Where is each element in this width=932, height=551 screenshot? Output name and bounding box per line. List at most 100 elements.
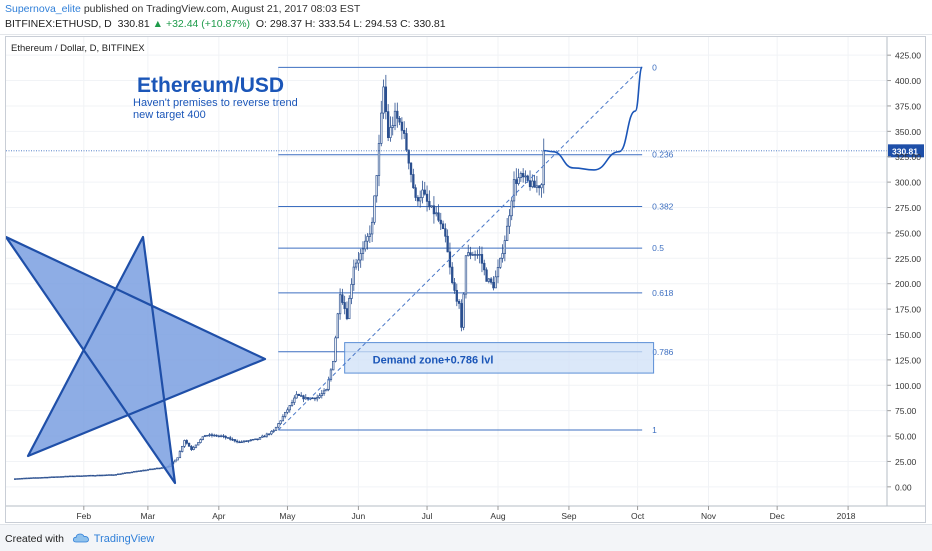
candle-body bbox=[160, 467, 163, 469]
price-chart[interactable]: 0 0.236 0.382 0.5 0.618 0.786 1 Demand zone+0.… bbox=[4, 37, 925, 522]
y-tick-label: 375.00 bbox=[895, 101, 921, 111]
candle-body bbox=[183, 440, 186, 447]
candle-body bbox=[476, 254, 479, 256]
candle-body bbox=[71, 475, 74, 478]
candle-body bbox=[30, 477, 33, 479]
candle-body bbox=[485, 269, 488, 282]
candle-body bbox=[57, 476, 60, 478]
candle-body bbox=[494, 276, 497, 289]
candle-body bbox=[229, 437, 232, 440]
candle-body bbox=[251, 438, 255, 441]
candle-body bbox=[144, 469, 147, 472]
y-tick-label: 425.00 bbox=[895, 51, 921, 61]
candle-body bbox=[318, 395, 321, 398]
candle-body bbox=[153, 468, 156, 470]
symbol-label: BITFINEX:ETHUSD, D bbox=[5, 18, 112, 30]
candle-body bbox=[540, 184, 543, 189]
symbol-line: BITFINEX:ETHUSD, D 330.81 ▲ +32.44 (+10.… bbox=[5, 18, 446, 30]
candle-body bbox=[50, 476, 53, 478]
candle-body bbox=[421, 189, 424, 198]
candle-body bbox=[535, 185, 539, 188]
demand-zone-label: Demand zone+0.786 lvl bbox=[373, 355, 494, 367]
candle-body bbox=[20, 477, 24, 480]
candle-body bbox=[68, 475, 72, 478]
demand-zone[interactable]: Demand zone+0.786 lvl bbox=[344, 342, 655, 374]
candle-body bbox=[137, 470, 140, 472]
candle-body bbox=[489, 278, 493, 283]
y-tick-label: 250.00 bbox=[895, 228, 921, 238]
candle-body bbox=[132, 471, 136, 473]
candle-body bbox=[89, 474, 92, 477]
candle-body bbox=[119, 473, 122, 475]
candle-body bbox=[457, 300, 461, 304]
candle-body bbox=[293, 397, 296, 403]
candle-body bbox=[416, 197, 420, 202]
candle-body bbox=[512, 179, 516, 202]
candle-body bbox=[270, 431, 273, 435]
candle-body bbox=[84, 475, 88, 477]
drawings[interactable]: 330.81 bbox=[6, 66, 924, 431]
fib-level-label: 0.786 bbox=[652, 347, 674, 357]
candle-body bbox=[364, 240, 367, 250]
y-tick-label: 50.00 bbox=[895, 432, 917, 442]
candle-body bbox=[277, 423, 280, 428]
tradingview-brand[interactable]: TradingView bbox=[93, 532, 155, 545]
candle-body bbox=[194, 444, 198, 448]
tradingview-cloud-icon bbox=[72, 532, 89, 546]
candle-body bbox=[55, 476, 58, 478]
candle-body bbox=[316, 397, 319, 400]
candle-body bbox=[361, 248, 365, 254]
x-tick-label: Aug bbox=[490, 511, 505, 521]
candle-body bbox=[325, 389, 328, 392]
candle-body bbox=[483, 262, 486, 271]
candle-body bbox=[322, 390, 326, 394]
candle-body bbox=[203, 434, 207, 438]
candle-body bbox=[366, 236, 369, 242]
candle-body bbox=[18, 478, 21, 480]
demand-zone-box bbox=[344, 342, 655, 374]
candle-body bbox=[94, 475, 97, 477]
candle-body bbox=[87, 475, 90, 477]
candle-body bbox=[73, 475, 76, 478]
candle-body bbox=[155, 467, 159, 470]
candle-body bbox=[114, 474, 117, 476]
candle-body bbox=[320, 393, 323, 397]
candle-body bbox=[302, 395, 305, 400]
candle-body bbox=[391, 125, 394, 128]
candle-body bbox=[80, 475, 83, 478]
fib-level-label: 0.5 bbox=[652, 243, 664, 253]
candle-body bbox=[135, 470, 138, 473]
candle-body bbox=[538, 185, 541, 189]
created-with: Created with TradingView bbox=[5, 532, 154, 546]
candle-body bbox=[281, 416, 285, 422]
candle-body bbox=[105, 474, 108, 476]
candle-body bbox=[192, 446, 195, 450]
candle-body bbox=[286, 409, 289, 413]
candle-body bbox=[206, 434, 209, 437]
candle-body bbox=[382, 86, 385, 114]
candle-body bbox=[268, 433, 271, 436]
candle-body bbox=[499, 257, 502, 268]
instrument-label: Ethereum / Dollar, D, BITFINEX bbox=[11, 43, 145, 54]
fib-retracement[interactable]: 0 0.236 0.382 0.5 0.618 0.786 1 bbox=[278, 62, 674, 435]
candle-body bbox=[121, 472, 124, 475]
x-tick-label: Apr bbox=[212, 511, 225, 521]
x-tick-label: May bbox=[279, 511, 296, 521]
candle-body bbox=[354, 262, 358, 268]
candle-body bbox=[233, 439, 236, 442]
publish-line: Supernova_elite published on TradingView… bbox=[5, 3, 360, 15]
candle-body bbox=[25, 477, 28, 480]
chart-panel[interactable]: 0 0.236 0.382 0.5 0.618 0.786 1 Demand zone+0.… bbox=[4, 36, 926, 523]
candle-body bbox=[338, 294, 342, 315]
fib-level-label: 0.618 bbox=[652, 288, 674, 298]
chart-title: Ethereum/USD bbox=[137, 74, 284, 97]
candle-body bbox=[396, 110, 399, 119]
candle-body bbox=[78, 475, 81, 477]
candle-body bbox=[256, 438, 259, 441]
author-link[interactable]: Supernova_elite bbox=[5, 3, 81, 15]
fib-level-label: 0 bbox=[652, 62, 657, 72]
y-tick-label: 275.00 bbox=[895, 203, 921, 213]
candle-body bbox=[332, 360, 335, 371]
star-drawing[interactable] bbox=[4, 235, 267, 485]
candle-body bbox=[274, 426, 278, 431]
